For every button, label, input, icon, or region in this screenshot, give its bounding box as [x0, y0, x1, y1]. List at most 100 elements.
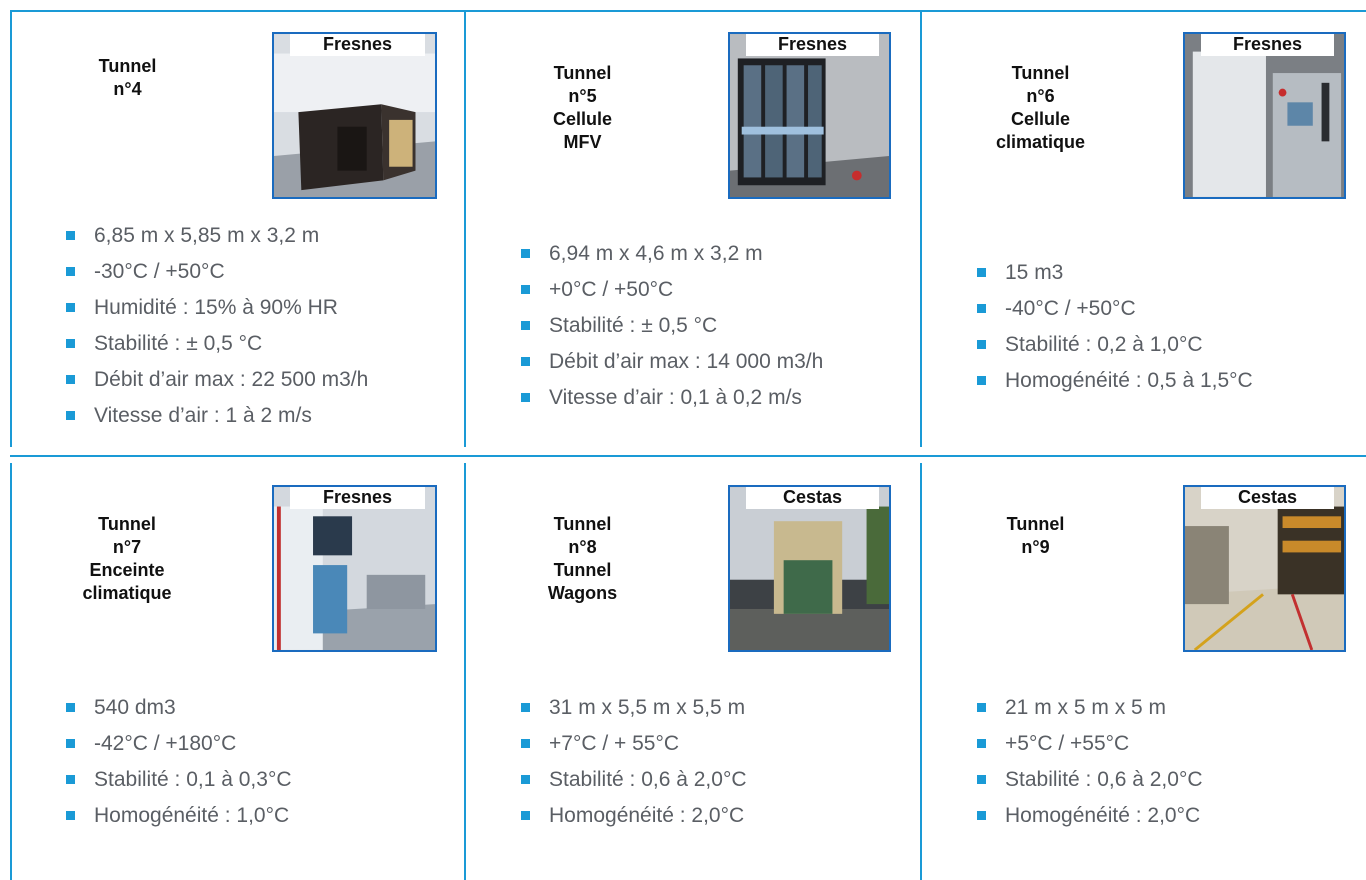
spec-item: Homogénéité : 2,0°C: [977, 798, 1203, 834]
display-fridge-icon: [730, 34, 889, 197]
card-title: Tunnel n°6 Cellule climatique: [983, 62, 1098, 154]
photo-frame-tick: [425, 485, 435, 487]
chamber-photo: Fresnes: [272, 485, 437, 652]
spec-item: +7°C / + 55°C: [521, 726, 747, 762]
title-line: n°6: [1026, 86, 1055, 106]
grid-line-col2-bottom: [920, 463, 922, 880]
photo-frame-tick: [1334, 32, 1344, 34]
title-line: Tunnel: [553, 514, 612, 534]
spec-item: +5°C / +55°C: [977, 726, 1203, 762]
tunnel-hall-icon: [1185, 487, 1344, 650]
spec-item: Homogénéité : 0,5 à 1,5°C: [977, 363, 1253, 399]
wagon-building-icon: [730, 487, 889, 650]
photo-frame-tick: [1185, 32, 1201, 34]
title-line: Tunnel: [1006, 514, 1065, 534]
chamber-photo: Fresnes: [1183, 32, 1346, 199]
grid-line-col1-bottom: [464, 463, 466, 880]
card-tunnel-6: Tunnel n°6 Cellule climatique Fresnes 15…: [921, 10, 1366, 447]
spec-grid: Tunnel n°4 Fresnes 6,85 m x 5,85 m x 3,2…: [10, 10, 1366, 880]
spec-item: Humidité : 15% à 90% HR: [66, 290, 368, 326]
site-label: Fresnes: [290, 34, 425, 56]
spec-item: Stabilité : ± 0,5 °C: [66, 326, 368, 362]
title-line: Tunnel: [98, 56, 157, 76]
grid-line-col2-top: [920, 10, 922, 447]
grid-line-col1-top: [464, 10, 466, 447]
spec-item: 31 m x 5,5 m x 5,5 m: [521, 690, 747, 726]
photo-frame-tick: [879, 485, 889, 487]
spec-list: 6,85 m x 5,85 m x 3,2 m -30°C / +50°C Hu…: [66, 218, 368, 434]
site-label: Cestas: [746, 487, 879, 509]
card-title: Tunnel n°8 Tunnel Wagons: [525, 513, 640, 605]
grid-line-left-top: [10, 10, 12, 447]
spec-item: Stabilité : 0,2 à 1,0°C: [977, 327, 1253, 363]
photo-frame-tick: [274, 485, 290, 487]
spec-list: 15 m3 -40°C / +50°C Stabilité : 0,2 à 1,…: [977, 255, 1253, 399]
site-label: Cestas: [1201, 487, 1334, 509]
title-line: Tunnel: [553, 63, 612, 83]
photo-frame-tick: [1185, 485, 1201, 487]
spec-item: 15 m3: [977, 255, 1253, 291]
photo-frame-tick: [879, 32, 889, 34]
title-line: Enceinte: [89, 560, 165, 580]
title-line: n°9: [1021, 537, 1050, 557]
card-tunnel-7: Tunnel n°7 Enceinte climatique Fresnes 5…: [10, 463, 464, 880]
card-title: Tunnel n°5 Cellule MFV: [525, 62, 640, 154]
spec-item: 21 m x 5 m x 5 m: [977, 690, 1203, 726]
spec-item: Débit d’air max : 14 000 m3/h: [521, 344, 823, 380]
title-line: climatique: [995, 132, 1086, 152]
chamber-photo: Cestas: [1183, 485, 1346, 652]
title-line: Cellule: [1010, 109, 1071, 129]
climate-enclosure-icon: [274, 487, 435, 650]
title-line: climatique: [82, 583, 172, 603]
spec-item: Débit d’air max : 22 500 m3/h: [66, 362, 368, 398]
chamber-photo: Cestas: [728, 485, 891, 652]
chamber-photo: Fresnes: [728, 32, 891, 199]
title-line: Tunnel: [1011, 63, 1070, 83]
title-line: n°8: [568, 537, 597, 557]
spec-list: 6,94 m x 4,6 m x 3,2 m +0°C / +50°C Stab…: [521, 236, 823, 416]
spec-item: 540 dm3: [66, 690, 292, 726]
spec-item: -42°C / +180°C: [66, 726, 292, 762]
spec-item: Vitesse d’air : 0,1 à 0,2 m/s: [521, 380, 823, 416]
test-chamber-icon: [274, 34, 435, 197]
photo-frame-tick: [425, 32, 435, 34]
spec-list: 21 m x 5 m x 5 m +5°C / +55°C Stabilité …: [977, 690, 1203, 834]
card-title: Tunnel n°9: [978, 513, 1093, 559]
photo-frame-tick: [274, 32, 290, 34]
photo-frame-tick: [730, 32, 746, 34]
climate-cell-icon: [1185, 34, 1344, 197]
photo-frame-tick: [730, 485, 746, 487]
spec-item: +0°C / +50°C: [521, 272, 823, 308]
spec-item: Homogénéité : 1,0°C: [66, 798, 292, 834]
photo-frame-tick: [1334, 485, 1344, 487]
site-label: Fresnes: [290, 487, 425, 509]
title-line: Cellule: [552, 109, 613, 129]
spec-item: Stabilité : 0,1 à 0,3°C: [66, 762, 292, 798]
chamber-photo: Fresnes: [272, 32, 437, 199]
card-title: Tunnel n°7 Enceinte climatique: [67, 513, 187, 605]
spec-item: 6,94 m x 4,6 m x 3,2 m: [521, 236, 823, 272]
site-label: Fresnes: [746, 34, 879, 56]
spec-list: 540 dm3 -42°C / +180°C Stabilité : 0,1 à…: [66, 690, 292, 834]
card-tunnel-8: Tunnel n°8 Tunnel Wagons Cestas 31 m x 5…: [465, 463, 920, 880]
card-tunnel-9: Tunnel n°9 Cestas 21 m x 5 m x 5 m +5°C …: [921, 463, 1366, 880]
grid-line-left-bottom: [10, 463, 12, 880]
title-line: Tunnel: [553, 560, 612, 580]
card-tunnel-5: Tunnel n°5 Cellule MFV Fresnes 6,94 m x …: [465, 10, 920, 447]
grid-line-middle: [10, 455, 1366, 457]
grid-line-top: [10, 10, 1366, 12]
spec-item: -30°C / +50°C: [66, 254, 368, 290]
title-line: n°7: [112, 537, 142, 557]
spec-item: Vitesse d’air : 1 à 2 m/s: [66, 398, 368, 434]
title-line: Wagons: [547, 583, 618, 603]
title-line: Tunnel: [98, 514, 156, 534]
spec-item: Homogénéité : 2,0°C: [521, 798, 747, 834]
title-line: n°4: [113, 79, 142, 99]
spec-item: Stabilité : 0,6 à 2,0°C: [977, 762, 1203, 798]
spec-item: 6,85 m x 5,85 m x 3,2 m: [66, 218, 368, 254]
card-tunnel-4: Tunnel n°4 Fresnes 6,85 m x 5,85 m x 3,2…: [10, 10, 464, 447]
spec-item: -40°C / +50°C: [977, 291, 1253, 327]
card-title: Tunnel n°4: [70, 55, 185, 101]
spec-item: Stabilité : 0,6 à 2,0°C: [521, 762, 747, 798]
spec-list: 31 m x 5,5 m x 5,5 m +7°C / + 55°C Stabi…: [521, 690, 747, 834]
